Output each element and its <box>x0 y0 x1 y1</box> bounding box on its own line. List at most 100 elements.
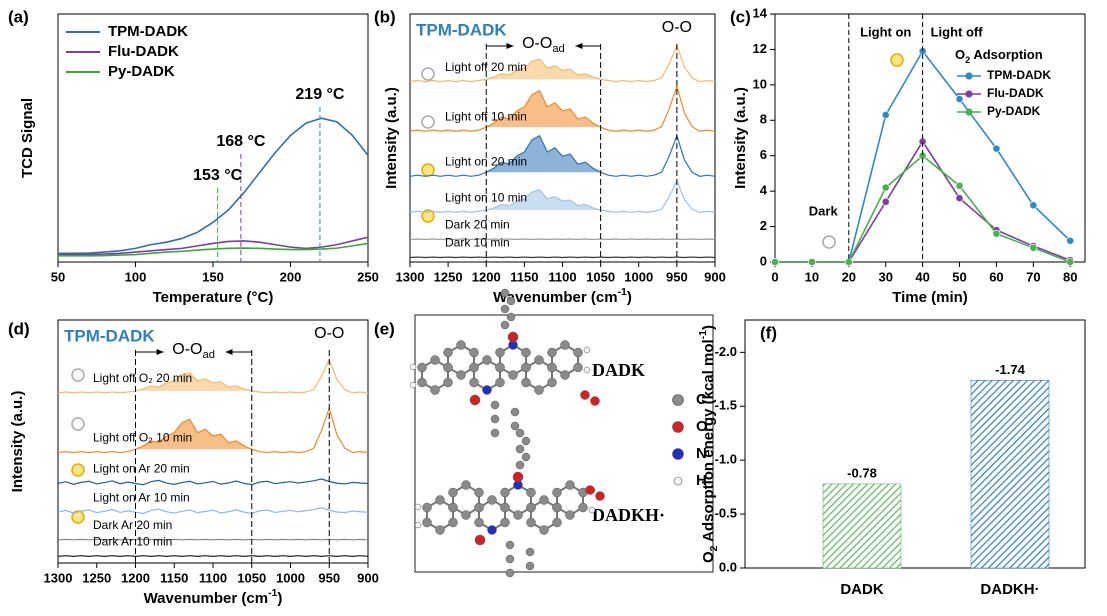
x-tick-label: DADKH· <box>980 581 1039 598</box>
atom <box>495 362 505 373</box>
phase-label: Light on <box>860 24 911 39</box>
panel-label: (a) <box>8 7 29 26</box>
data-point <box>992 229 1001 238</box>
plot-frame <box>57 13 369 263</box>
legend-title-part: O <box>955 47 965 62</box>
x-tick-label: 1150 <box>160 570 188 585</box>
atom-legend-label: O <box>696 418 708 435</box>
bulb-icon <box>71 67 836 431</box>
atom <box>521 362 531 373</box>
x-axis-title: Wavenumber (cm-1) <box>493 286 632 306</box>
atom <box>526 487 536 498</box>
shaded-area <box>486 90 601 128</box>
trace-label: Light on Ar 10 min <box>93 490 190 504</box>
bulb-icon <box>421 115 435 129</box>
x-tick-label: 1150 <box>510 269 538 284</box>
x-tick-label: 1050 <box>237 570 266 585</box>
panel-label: (e) <box>374 319 395 338</box>
atom <box>510 421 520 431</box>
region-label-part: ad <box>552 43 564 55</box>
atom <box>456 370 466 380</box>
atom <box>409 363 417 371</box>
molecule-sketch <box>409 288 605 578</box>
atom <box>500 288 510 298</box>
x-axis-title-part: Temperature (°C) <box>153 289 274 306</box>
y-axis-title-part: 2 <box>708 545 720 551</box>
trace-label: Dark 10 min <box>445 236 510 250</box>
atom <box>495 347 505 358</box>
y-tick-label: 6 <box>760 147 767 162</box>
x-tick-label: 1300 <box>44 570 73 585</box>
atom <box>547 362 557 373</box>
data-point <box>992 144 1001 153</box>
atom-legend-label: N <box>696 445 707 462</box>
legend-label: Flu-DADK <box>987 86 1044 100</box>
atom <box>539 525 549 535</box>
bulb-icon <box>71 463 85 477</box>
x-tick-label: 50 <box>952 269 966 284</box>
trace-label: Light off O₂ 20 min <box>93 371 192 385</box>
x-tick-label: 1050 <box>586 269 615 284</box>
spectrum <box>57 358 369 394</box>
x-tick-label: 1200 <box>472 269 501 284</box>
region-label: O-Oad <box>522 35 565 55</box>
y-axis-title-part: Adsorption energy (kcal mol <box>700 339 717 545</box>
atom <box>456 340 466 350</box>
atom <box>578 502 588 513</box>
x-axis-title: Wavenumber (cm-1) <box>144 587 283 607</box>
atom-legend-marker <box>672 448 684 460</box>
data-line <box>58 242 369 257</box>
data-point <box>771 258 779 266</box>
data-point <box>881 183 890 192</box>
x-tick-label: 60 <box>989 269 1003 284</box>
atom <box>508 370 518 380</box>
atom <box>443 377 453 388</box>
atom <box>515 428 525 438</box>
bulb-icon <box>71 368 85 382</box>
atom-legend-marker <box>673 476 683 486</box>
atom <box>515 444 525 454</box>
atom <box>422 517 432 528</box>
x-tick-label: 80 <box>1063 269 1077 284</box>
atom <box>534 355 544 365</box>
y-axis-title-part: Intensity (a.u.) <box>383 87 400 189</box>
data-point <box>955 194 964 203</box>
x-axis-title-part: -1 <box>268 587 277 599</box>
y-tick-label: -0.5 <box>715 506 737 521</box>
atom <box>560 340 570 350</box>
y-axis-title-part: Intensity (a.u.) <box>732 87 749 189</box>
legend-marker <box>965 90 973 98</box>
atom-legend-marker <box>672 421 684 433</box>
annotation: 168 °C <box>216 133 266 150</box>
x-tick-label: 0 <box>771 269 778 284</box>
plot-frame <box>774 13 1086 263</box>
atom <box>448 487 458 498</box>
atom <box>448 502 458 513</box>
atom <box>552 502 562 513</box>
panel-label: (f) <box>760 323 777 342</box>
y-axis-title-part: TCD Signal <box>19 98 36 178</box>
atom <box>500 304 510 314</box>
diagram-frame <box>414 314 714 573</box>
legend-label: TPM-DADK <box>987 68 1051 82</box>
atom <box>547 377 557 388</box>
x-axis-title-part: Wavenumber (cm <box>144 590 268 607</box>
atom <box>506 312 516 322</box>
atom <box>525 547 535 557</box>
atom <box>506 296 516 306</box>
atom <box>560 370 570 380</box>
y-axis-title: Intensity (a.u.) <box>732 87 749 189</box>
x-axis-title: Temperature (°C) <box>153 289 274 306</box>
atom <box>552 517 562 528</box>
data-line <box>58 236 369 256</box>
trace-label: Dark 20 min <box>445 218 510 232</box>
atom <box>521 436 531 446</box>
data-point <box>1066 236 1075 245</box>
x-tick-label: 30 <box>878 269 892 284</box>
x-tick-label: 20 <box>842 269 856 284</box>
atom <box>539 495 549 505</box>
y-tick-label: 10 <box>753 76 767 91</box>
atom <box>573 362 583 373</box>
value-label: -1.74 <box>995 362 1025 377</box>
